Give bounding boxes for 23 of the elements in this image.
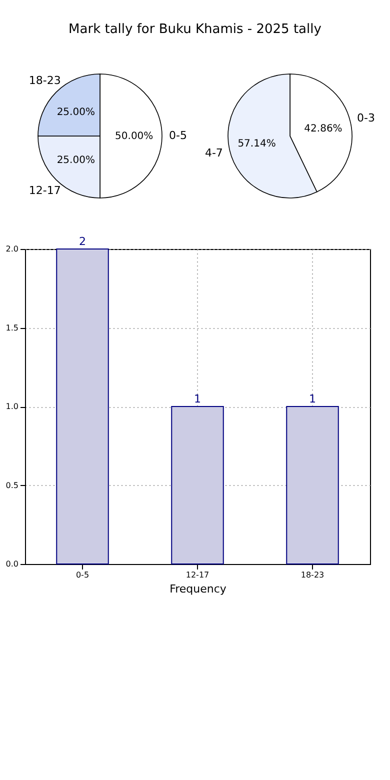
data-label: 1	[309, 392, 316, 406]
x-tick-label: 18-23	[300, 570, 324, 580]
y-tick-label: 0.5	[6, 480, 18, 490]
chart-title: Mark tally for Buku Khamis - 2025 tally	[68, 21, 322, 39]
y-tick-label: 1.0	[6, 402, 18, 411]
data-label: 50.00%	[115, 131, 154, 142]
data-label: 1	[194, 392, 201, 406]
slice-label: 12-17	[28, 184, 61, 198]
y-tick-label: 2.0	[6, 244, 18, 254]
slice-label: 0-5	[169, 129, 187, 142]
x-axis-title: Frequency	[170, 582, 227, 596]
data-label: 25.00%	[56, 106, 95, 118]
y-tick-label: 1.5	[6, 323, 18, 332]
data-label: 57.14%	[238, 138, 276, 150]
data-label: 25.00%	[56, 155, 95, 166]
slice-label: 18-23	[28, 74, 61, 87]
slice-label: 4-7	[204, 146, 223, 160]
slice-label: 0-3	[357, 112, 376, 125]
x-tick-label: 0-5	[76, 570, 90, 580]
data-label: 2	[79, 235, 86, 248]
data-label: 42.86%	[304, 123, 342, 134]
x-tick-label: 12-17	[186, 570, 210, 580]
y-tick-label: 0.0	[6, 560, 18, 568]
